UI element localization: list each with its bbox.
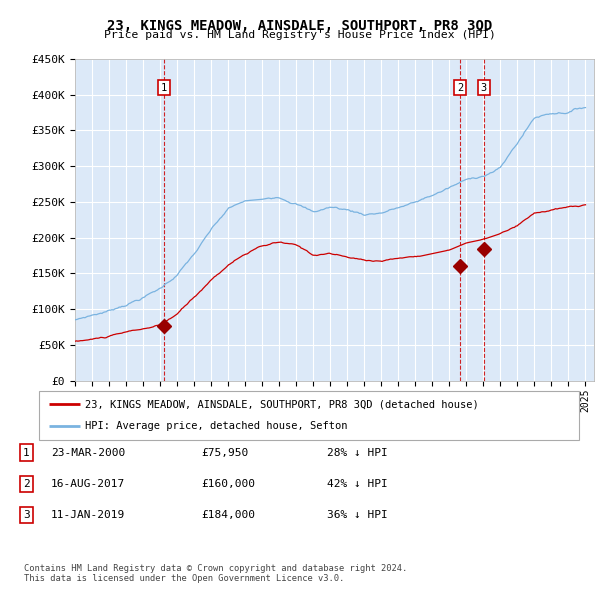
Text: 23, KINGS MEADOW, AINSDALE, SOUTHPORT, PR8 3QD: 23, KINGS MEADOW, AINSDALE, SOUTHPORT, P…	[107, 19, 493, 33]
Text: £160,000: £160,000	[201, 479, 255, 489]
Text: Price paid vs. HM Land Registry's House Price Index (HPI): Price paid vs. HM Land Registry's House …	[104, 30, 496, 40]
Text: 1: 1	[23, 448, 30, 457]
Text: 3: 3	[481, 83, 487, 93]
Text: 28% ↓ HPI: 28% ↓ HPI	[327, 448, 388, 457]
Text: This data is licensed under the Open Government Licence v3.0.: This data is licensed under the Open Gov…	[24, 574, 344, 583]
Text: 42% ↓ HPI: 42% ↓ HPI	[327, 479, 388, 489]
Text: 11-JAN-2019: 11-JAN-2019	[51, 510, 125, 520]
Text: 1: 1	[161, 83, 167, 93]
Text: 3: 3	[23, 510, 30, 520]
Text: Contains HM Land Registry data © Crown copyright and database right 2024.: Contains HM Land Registry data © Crown c…	[24, 565, 407, 573]
Text: 36% ↓ HPI: 36% ↓ HPI	[327, 510, 388, 520]
Text: £184,000: £184,000	[201, 510, 255, 520]
Text: £75,950: £75,950	[201, 448, 248, 457]
Text: HPI: Average price, detached house, Sefton: HPI: Average price, detached house, Seft…	[85, 421, 347, 431]
Text: 16-AUG-2017: 16-AUG-2017	[51, 479, 125, 489]
Text: 23, KINGS MEADOW, AINSDALE, SOUTHPORT, PR8 3QD (detached house): 23, KINGS MEADOW, AINSDALE, SOUTHPORT, P…	[85, 399, 479, 409]
Text: 23-MAR-2000: 23-MAR-2000	[51, 448, 125, 457]
Text: 2: 2	[457, 83, 463, 93]
Text: 2: 2	[23, 479, 30, 489]
FancyBboxPatch shape	[39, 391, 579, 440]
